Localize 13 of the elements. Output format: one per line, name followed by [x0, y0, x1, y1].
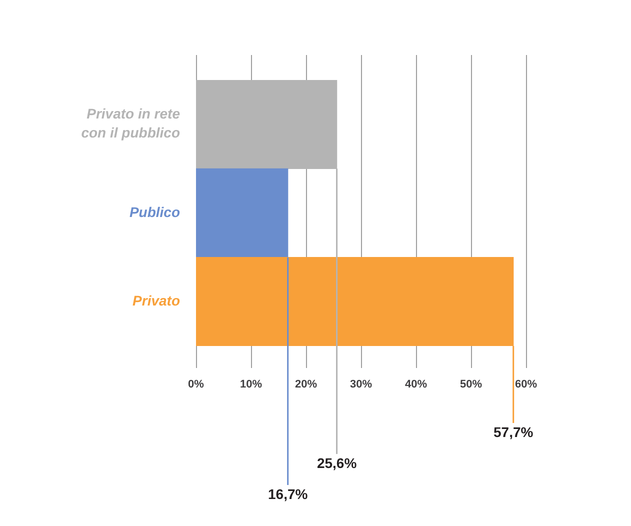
data-label: 25,6% [316, 454, 358, 471]
data-label: 16,7% [268, 486, 308, 502]
x-tick-label: 30% [350, 378, 372, 391]
data-label: 57,7% [494, 424, 534, 440]
y-tick-label: Privato [132, 292, 180, 309]
x-tick-label: 60% [514, 378, 538, 391]
x-tick-label: 40% [404, 378, 428, 391]
y-tick-label: Publico [129, 204, 180, 220]
x-tick-label: 10% [240, 378, 262, 391]
x-tick-label: 50% [460, 378, 482, 391]
x-tick-label: 0% [188, 378, 204, 391]
y-tick-label: Privato in rete con il pubblico [81, 106, 180, 141]
x-tick-label: 20% [294, 378, 318, 391]
